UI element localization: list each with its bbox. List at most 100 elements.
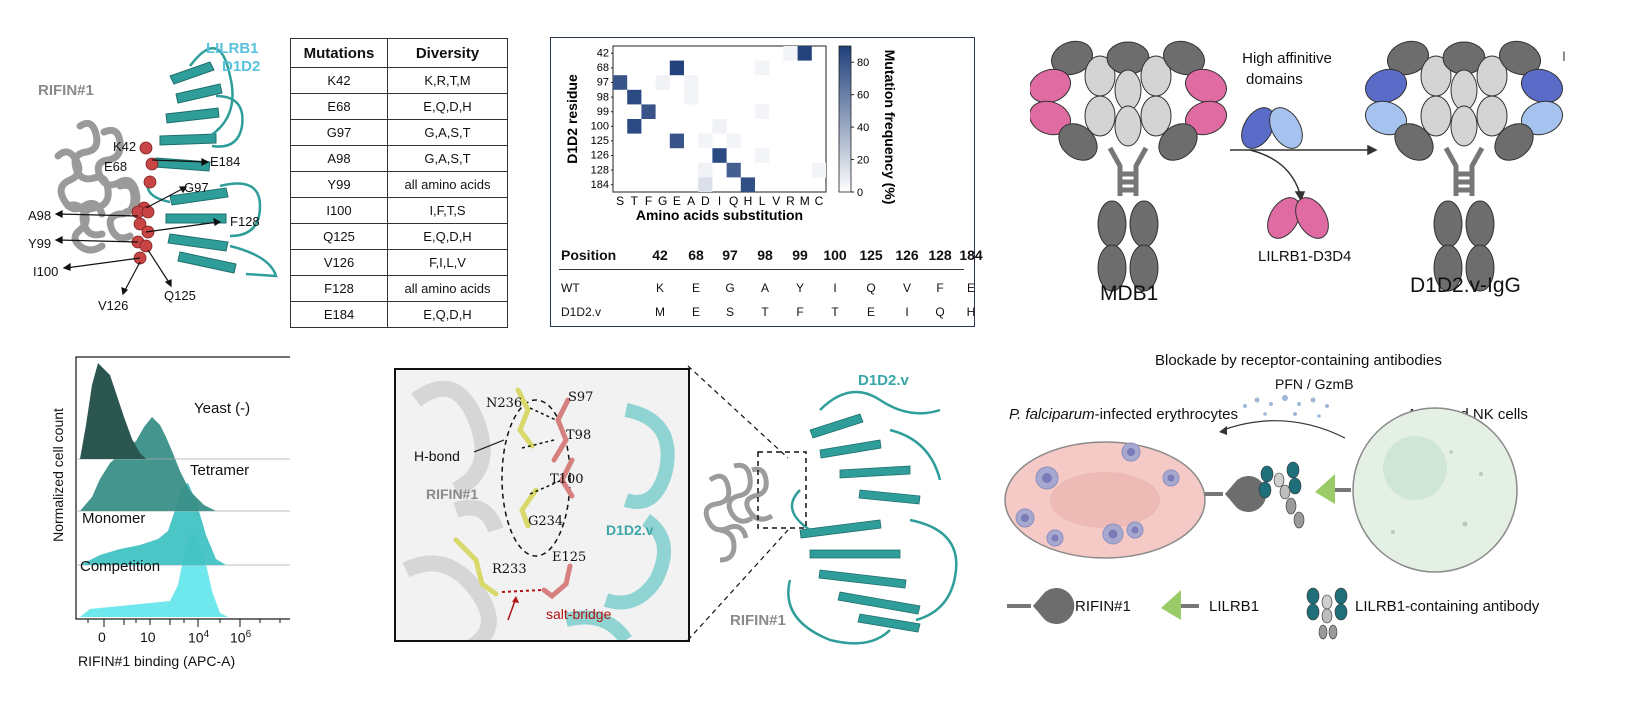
- erythrocyte-icon: [1004, 441, 1206, 559]
- complex-d1d2v-loops: [787, 390, 958, 645]
- heatmap-y-tick: 42: [597, 48, 609, 60]
- diversity-cell: all amino acids: [387, 275, 508, 302]
- mdb1-stem: [1107, 146, 1149, 196]
- hbond-pointer: [473, 439, 505, 453]
- label-d1d2v-zoom: D1D2.v: [606, 522, 654, 538]
- lilrb1-label: LILRB1: [206, 40, 259, 57]
- residue-g97: G97: [184, 180, 209, 195]
- table-header-row: Mutations Diversity: [290, 38, 508, 68]
- sequence-table: Position 42 68 97 98 99 100 125 126 128 184 WT D1…: [559, 247, 983, 323]
- seq-residue: Q: [935, 305, 945, 319]
- left-cell-species: P. falciparum: [1009, 406, 1095, 423]
- mutation-cell: I100: [290, 197, 388, 224]
- diversity-cell: E,Q,D,H: [387, 301, 508, 328]
- seq-residue: E: [691, 305, 700, 319]
- seq-residue: Y: [795, 281, 804, 295]
- label-hbond: H-bond: [414, 448, 460, 464]
- table-row: A98 G,A,S,T: [290, 145, 508, 172]
- track-label-tetramer: Tetramer: [190, 462, 250, 479]
- diversity-cell: E,Q,D,H: [387, 93, 508, 120]
- seq-position: 42: [652, 247, 668, 263]
- mdb1-label: MDB1: [1100, 282, 1159, 305]
- cytotoxic-arrowhead: [1219, 426, 1227, 435]
- residue-a98: A98: [28, 208, 52, 223]
- granules-icon: [1243, 395, 1329, 418]
- legend-lilrb1-label: LILRB1: [1209, 598, 1260, 615]
- saltbridge-arrowhead: [512, 596, 519, 603]
- zoom-region-box: [757, 451, 807, 529]
- xtick-label-4: 104: [188, 629, 210, 646]
- diversity-cell: I,F,T,S: [387, 197, 508, 224]
- residue-y99: Y99: [28, 236, 52, 251]
- heatmap-y-tick: 99: [597, 106, 609, 118]
- residue-k42: K42: [113, 139, 137, 154]
- diversity-cell: E,Q,D,H: [387, 223, 508, 250]
- complex-rifin: [703, 462, 774, 563]
- heatmap-x-tick: I: [718, 194, 721, 208]
- diversity-cell: G,A,S,T: [387, 145, 508, 172]
- heatmap-cell: [698, 177, 713, 192]
- lilrb1-sheets: [154, 61, 237, 274]
- heatmap-x-tick: E: [673, 194, 681, 208]
- seq-residue: I: [905, 305, 909, 319]
- label-rifin-zoom: RIFIN#1: [426, 486, 479, 502]
- seq-position: 184: [959, 247, 983, 263]
- mutation-table-wrap: Mutations Diversity K42 K,R,T,M E68 E,Q,D,H…: [290, 38, 508, 328]
- heatmap-x-tick: G: [658, 194, 667, 208]
- seq-position: 100: [823, 247, 847, 263]
- table-row: Q125 E,Q,D,H: [290, 223, 508, 250]
- seq-residue: F: [936, 281, 944, 295]
- heatmap-cell: [627, 89, 642, 105]
- heatmap-cell: [755, 104, 770, 119]
- seq-residue: V: [902, 281, 911, 295]
- seq-position: 98: [757, 247, 773, 263]
- colorbar-tick: 80: [857, 57, 869, 69]
- seq-position: 99: [792, 247, 808, 263]
- colorbar-tick: 60: [857, 90, 869, 102]
- seq-residue: E: [866, 305, 875, 319]
- mutation-cell: E68: [290, 93, 388, 120]
- heatmap-cell: [627, 119, 642, 134]
- structure-zoom-panel: N236 S97 T98 H-bond T100 RIFIN#1 G234 D1…: [394, 368, 690, 642]
- seq-residue: T: [761, 305, 769, 319]
- table-row: Y99 all amino acids: [290, 171, 508, 198]
- diversity-cell: K,R,T,M: [387, 67, 508, 94]
- seq-residue: G: [725, 281, 735, 295]
- heatmap-x-tick: C: [815, 194, 824, 208]
- seq-row-d1d2v-name: D1D2.v: [561, 305, 602, 319]
- heatmap-y-tick: 98: [597, 91, 609, 103]
- lilrb1-loops: [146, 47, 278, 278]
- mdb1-fc: [1097, 200, 1159, 292]
- heatmap-cell: [669, 60, 684, 76]
- diversity-cell: F,I,L,V: [387, 249, 508, 276]
- histogram-svg: [75, 356, 290, 627]
- seq-residue: Q: [866, 281, 876, 295]
- rifin-helices: [54, 119, 141, 254]
- antibody-panel: High affinitive domains LILRB1-D3D4 MDB1…: [1029, 30, 1590, 330]
- seq-residue: K: [655, 281, 664, 295]
- heatmap-y-tick: 125: [591, 135, 609, 147]
- zoom-teal-ribbons: [564, 403, 675, 640]
- header-diversity: Diversity: [387, 38, 508, 68]
- complex-svg: [703, 390, 958, 645]
- mutation-table-body: K42 K,R,T,M E68 E,Q,D,H G97 G,A,S,T A98 G,A,S,T…: [290, 67, 508, 328]
- blockade-svg: [1004, 395, 1518, 640]
- legend-antibody-label: LILRB1-containing antibody: [1355, 598, 1540, 615]
- xtick-label-1: 10: [140, 629, 156, 645]
- panel-structure-a: RIFIN#1 LILRB1 D1D2 K42 E68 E184 G97 A98…: [20, 36, 290, 316]
- pfn-label: PFN / GzmB: [1275, 376, 1354, 392]
- heatmap-y-tick: 126: [591, 150, 609, 162]
- header-mutations: Mutations: [290, 38, 388, 68]
- colorbar-tick: 20: [857, 155, 869, 167]
- histogram-track-yeast: [80, 363, 146, 459]
- seq-residue: M: [655, 305, 665, 319]
- table-row: E68 E,Q,D,H: [290, 93, 508, 120]
- legend-lilrb1-icon: [1161, 590, 1199, 620]
- heatmap-x-tick: L: [759, 194, 766, 208]
- heatmap-cell: [684, 75, 699, 90]
- residue-e68: E68: [104, 159, 128, 174]
- heatmap-x-tick: A: [687, 194, 695, 208]
- residue-v126: V126: [98, 298, 129, 313]
- histogram-xlabel: RIFIN#1 binding (APC-A): [78, 653, 236, 669]
- heatmap-cell: [669, 133, 684, 149]
